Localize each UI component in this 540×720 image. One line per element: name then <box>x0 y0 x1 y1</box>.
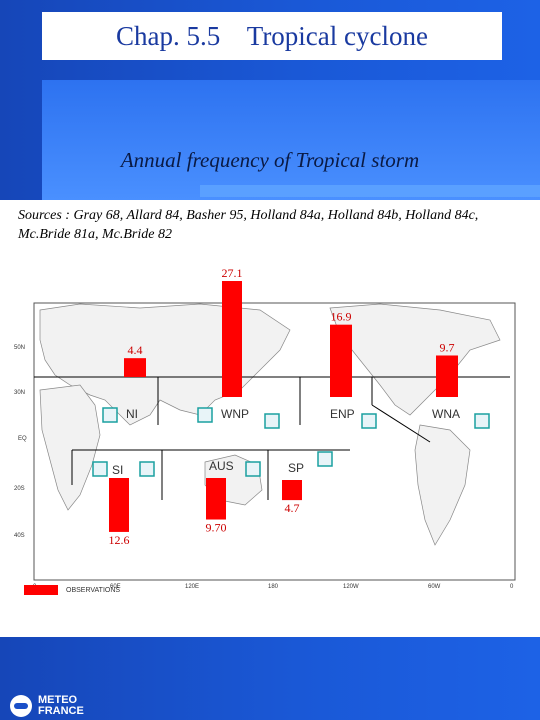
bar-ni <box>124 358 146 377</box>
cyclone-icon <box>264 413 280 429</box>
cyclone-icon <box>92 461 108 477</box>
logo-line-2: FRANCE <box>38 705 84 717</box>
lat-label: 30N <box>14 390 25 396</box>
value-label-enp: 16.9 <box>331 310 352 324</box>
bar-enp <box>330 324 352 397</box>
divider-enp-wna-diag <box>371 404 431 443</box>
value-label-aus: 9.70 <box>206 521 227 535</box>
footer: METEO FRANCE <box>0 694 540 720</box>
lon-label: 120E <box>185 584 199 590</box>
basin-label-enp: ENP <box>330 407 355 421</box>
basin-label-sp: SP <box>288 461 304 475</box>
lon-label: 60E <box>110 584 121 590</box>
cyclone-icon <box>197 407 213 423</box>
value-label-sp: 4.7 <box>285 501 300 515</box>
cyclone-icon <box>102 407 118 423</box>
lat-label: 50N <box>14 345 25 351</box>
continent-africa <box>39 384 101 511</box>
slide-title: Chap. 5.5 Tropical cyclone <box>42 12 502 60</box>
lon-label: 180 <box>268 584 279 590</box>
bar-wna <box>436 355 458 397</box>
chart: NI WNP ENP WNA SI AUS SP 50N 30N EQ 20S <box>14 266 516 595</box>
value-label-ni: 4.4 <box>128 343 143 357</box>
cyclone-icon <box>245 461 261 477</box>
lon-label: 0 <box>510 584 514 590</box>
logo-line-1: METEO <box>38 694 78 706</box>
continent-south-america <box>414 424 471 546</box>
header-band <box>42 80 540 200</box>
lat-label: 20S <box>14 486 25 492</box>
lat-label: EQ <box>18 436 27 442</box>
basin-label-si: SI <box>112 463 123 477</box>
cyclone-icon <box>139 461 155 477</box>
bar-wnp <box>222 281 242 397</box>
basin-label-aus: AUS <box>209 459 234 473</box>
bar-aus <box>206 478 226 520</box>
value-label-wna: 9.7 <box>440 340 455 354</box>
cyclone-icon <box>317 451 333 467</box>
chart-subtitle: Annual frequency of Tropical storm <box>120 148 420 172</box>
basin-label-wna: WNA <box>432 407 460 421</box>
header-band-accent <box>200 185 540 197</box>
bar-sp <box>282 480 302 501</box>
value-label-wnp: 27.1 <box>222 266 243 280</box>
cyclone-symbols <box>92 407 490 477</box>
bars-group: 4.4 27.1 16.9 9.7 12.6 9.70 4.7 <box>109 266 458 547</box>
legend-swatch <box>24 585 58 595</box>
lat-label: 40S <box>14 533 25 539</box>
cyclone-icon <box>474 413 490 429</box>
value-label-si: 12.6 <box>109 533 130 547</box>
sources-text: Sources : Gray 68, Allard 84, Basher 95,… <box>18 208 479 242</box>
basin-label-wnp: WNP <box>221 407 249 421</box>
lon-label: 60W <box>428 584 441 590</box>
lon-label: 120W <box>343 584 359 590</box>
logo-text: METEO FRANCE <box>38 695 84 717</box>
content-panel: Sources : Gray 68, Allard 84, Basher 95,… <box>0 200 540 637</box>
bar-si <box>109 478 129 532</box>
legend-label: OBSERVATIONS <box>66 587 120 594</box>
cyclone-icon <box>361 413 377 429</box>
logo-mark-icon <box>10 695 32 717</box>
basin-label-ni: NI <box>126 407 138 421</box>
meteo-france-logo: METEO FRANCE <box>10 694 116 718</box>
